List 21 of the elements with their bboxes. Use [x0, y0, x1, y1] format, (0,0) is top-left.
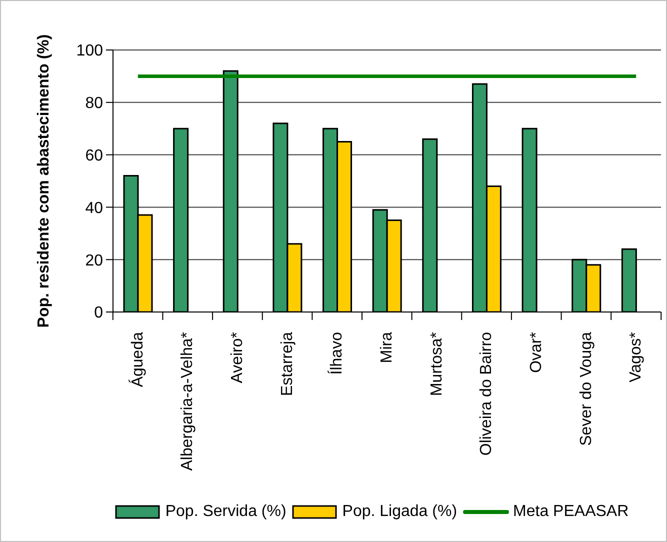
x-tick-label: Vagos*	[628, 332, 645, 382]
x-tick-label: Sever do Vouga	[578, 332, 595, 446]
x-tick-label: Águeda	[128, 332, 146, 388]
legend-label: Meta PEAASAR	[513, 503, 629, 521]
x-tick-label: Ílhavo	[328, 332, 346, 375]
y-tick-label: 20	[85, 252, 104, 270]
y-tick-label: 80	[85, 95, 104, 112]
x-tick-label: Mira	[378, 332, 396, 364]
legend-label: Pop. Ligada (%)	[342, 503, 458, 521]
y-tick-label: 60	[85, 147, 104, 164]
y-axis-title: Pop. residente com abastecimento (%)	[36, 34, 52, 328]
y-tick-label: 100	[76, 42, 104, 60]
x-tick-label: Oliveira do Bairro	[478, 332, 496, 456]
x-tick-label: Murtosa*	[428, 332, 446, 396]
y-tick-label: 0	[94, 304, 104, 322]
x-tick-label: Albergaria-a-Velha*	[179, 332, 196, 471]
x-tick-label: Ovar*	[528, 332, 545, 373]
x-tick-label: Estarreja	[278, 332, 296, 396]
x-tick-label: Aveiro*	[229, 332, 246, 384]
y-tick-label: 40	[85, 200, 104, 217]
legend-label: Pop. Servida (%)	[165, 503, 286, 521]
